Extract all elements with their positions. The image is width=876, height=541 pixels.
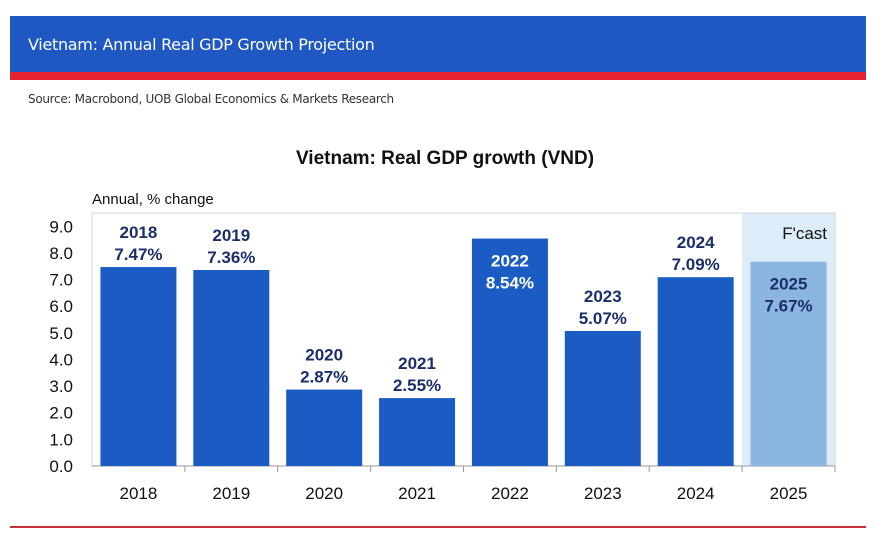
data-label-year: 2022 [491,252,529,271]
y-tick-label: 6.0 [49,297,73,316]
chart-title: Vietnam: Real GDP growth (VND) [296,148,594,169]
x-tick-label: 2019 [212,484,250,503]
source-note: Source: Macrobond, UOB Global Economics … [28,92,394,106]
header-banner: Vietnam: Annual Real GDP Growth Projecti… [10,16,866,80]
y-tick-label: 0.0 [49,457,73,476]
data-label-year: 2018 [120,223,158,242]
data-label-year: 2024 [677,233,715,252]
data-label-value: 8.54% [486,274,534,293]
bar-2024 [657,277,734,466]
y-axis-label: Annual, % change [92,191,214,208]
data-label-value: 2.87% [300,368,348,387]
bottom-divider [10,526,866,528]
data-label-value: 5.07% [579,309,627,328]
bar-2025 [750,261,827,466]
x-tick-label: 2022 [491,484,529,503]
bar-2022 [471,238,548,466]
data-label-year: 2021 [398,354,436,373]
bar-2020 [286,389,363,466]
x-tick-label: 2020 [305,484,343,503]
data-label-year: 2019 [212,226,250,245]
data-label-value: 7.36% [207,248,255,267]
y-tick-label: 4.0 [49,350,73,369]
y-tick-label: 2.0 [49,404,73,423]
bar-2019 [193,269,270,466]
y-tick-label: 7.0 [49,271,73,290]
data-label-value: 2.55% [393,376,441,395]
data-label-value: 7.47% [114,245,162,264]
y-tick-label: 5.0 [49,324,73,343]
page-title: Vietnam: Annual Real GDP Growth Projecti… [28,35,375,54]
data-label-value: 7.09% [672,255,720,274]
bar-2018 [100,267,177,466]
y-tick-label: 9.0 [49,217,73,236]
y-tick-label: 3.0 [49,377,73,396]
forecast-label: F'cast [782,224,827,243]
y-tick-label: 1.0 [49,430,73,449]
bar-2021 [379,398,456,466]
data-label-year: 2023 [584,287,622,306]
data-label-value: 7.67% [764,297,812,316]
x-tick-label: 2021 [398,484,436,503]
x-tick-label: 2018 [120,484,158,503]
data-label-year: 2025 [770,275,808,294]
x-tick-label: 2023 [584,484,622,503]
x-tick-label: 2025 [770,484,808,503]
x-tick-label: 2024 [677,484,715,503]
bar-2023 [564,330,641,466]
y-tick-label: 8.0 [49,244,73,263]
data-label-year: 2020 [305,346,343,365]
